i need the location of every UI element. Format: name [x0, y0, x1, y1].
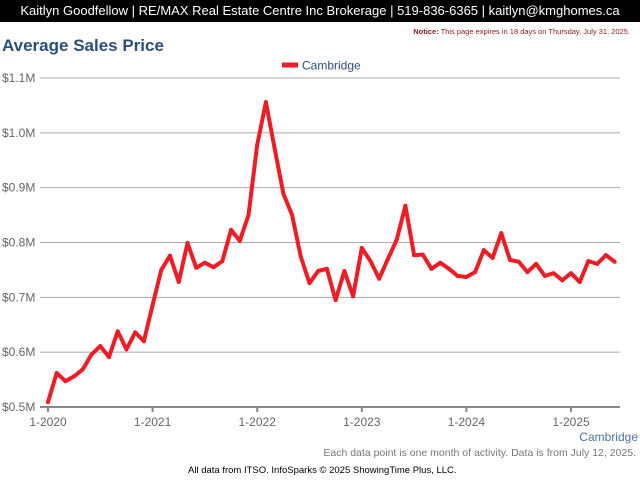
agent-contact-bar: Kaitlyn Goodfellow | RE/MAX Real Estate …: [0, 0, 640, 22]
data-point[interactable]: [464, 275, 469, 280]
y-tick-label: $0.6M: [2, 345, 35, 359]
data-point[interactable]: [368, 259, 373, 264]
data-point[interactable]: [246, 213, 251, 218]
data-point[interactable]: [385, 256, 390, 261]
data-point[interactable]: [316, 269, 321, 274]
x-tick-label: 1-2024: [448, 415, 486, 429]
data-point[interactable]: [481, 248, 486, 253]
data-point[interactable]: [551, 271, 556, 276]
y-tick-label: $0.7M: [2, 290, 35, 304]
data-point[interactable]: [394, 237, 399, 242]
data-point[interactable]: [499, 231, 504, 236]
data-point[interactable]: [115, 329, 120, 334]
data-point[interactable]: [263, 100, 268, 105]
x-tick-label: 1-2023: [343, 415, 381, 429]
grid: [40, 77, 620, 408]
legend[interactable]: Cambridge: [282, 59, 361, 73]
data-point[interactable]: [185, 241, 190, 246]
data-point[interactable]: [298, 254, 303, 259]
data-point[interactable]: [420, 252, 425, 257]
data-point[interactable]: [272, 146, 277, 151]
data-point[interactable]: [560, 278, 565, 283]
data-point[interactable]: [542, 273, 547, 278]
data-point[interactable]: [72, 374, 77, 379]
data-point[interactable]: [220, 259, 225, 264]
data-point[interactable]: [202, 260, 207, 265]
data-point[interactable]: [54, 371, 59, 376]
data-point[interactable]: [168, 253, 173, 258]
data-point[interactable]: [412, 253, 417, 258]
data-point[interactable]: [473, 270, 478, 275]
page-title: Average Sales Price: [2, 36, 164, 55]
y-tick-label: $0.8M: [2, 236, 35, 250]
data-point[interactable]: [307, 281, 312, 286]
data-point[interactable]: [333, 298, 338, 303]
y-axis: $0.5M $0.6M $0.7M $0.8M $0.9M $1.0M $1.1M: [2, 71, 35, 414]
data-point[interactable]: [403, 203, 408, 208]
legend-label: Cambridge: [302, 59, 361, 73]
data-point[interactable]: [124, 347, 129, 352]
data-point[interactable]: [194, 265, 199, 270]
data-point[interactable]: [324, 266, 329, 271]
region-label: Cambridge: [579, 430, 638, 444]
data-point[interactable]: [359, 245, 364, 250]
data-point[interactable]: [211, 265, 216, 270]
notice-text: This page expires in 18 days on Thursday…: [440, 27, 630, 36]
data-note: Each data point is one month of activity…: [323, 447, 636, 459]
data-point[interactable]: [429, 266, 434, 271]
x-tick-label: 1-2020: [29, 415, 67, 429]
data-point[interactable]: [141, 339, 146, 344]
data-point[interactable]: [490, 255, 495, 260]
data-point[interactable]: [525, 270, 530, 275]
data-point[interactable]: [595, 261, 600, 266]
data-point[interactable]: [89, 352, 94, 357]
data-point[interactable]: [159, 267, 164, 272]
data-point[interactable]: [255, 142, 260, 147]
y-tick-label: $0.5M: [2, 400, 35, 414]
data-point[interactable]: [586, 259, 591, 264]
data-point[interactable]: [229, 227, 234, 232]
notice-label: Notice:: [413, 27, 439, 36]
data-point[interactable]: [603, 253, 608, 258]
x-axis: 1-2020 1-2021 1-2022 1-2023 1-2024 1-2025: [29, 407, 590, 429]
x-tick-label: 1-2022: [239, 415, 277, 429]
data-point[interactable]: [133, 330, 138, 335]
data-point[interactable]: [98, 344, 103, 349]
x-tick-label: 1-2025: [552, 415, 590, 429]
series-cambridge: [46, 100, 617, 405]
y-tick-label: $0.9M: [2, 181, 35, 195]
data-point[interactable]: [107, 355, 112, 360]
data-point[interactable]: [80, 367, 85, 372]
y-tick-label: $1.0M: [2, 126, 35, 140]
data-point[interactable]: [516, 259, 521, 264]
data-point[interactable]: [438, 260, 443, 265]
data-point[interactable]: [612, 259, 617, 264]
data-point[interactable]: [455, 273, 460, 278]
data-point[interactable]: [577, 279, 582, 284]
expiry-notice: Notice: This page expires in 18 days on …: [413, 27, 630, 36]
data-point[interactable]: [534, 261, 539, 266]
data-point[interactable]: [281, 191, 286, 196]
data-point[interactable]: [46, 400, 50, 405]
data-point[interactable]: [351, 294, 356, 299]
data-point[interactable]: [176, 279, 181, 284]
data-point[interactable]: [63, 379, 68, 384]
series-line: [46, 100, 617, 405]
data-point[interactable]: [446, 266, 451, 271]
data-point[interactable]: [342, 269, 347, 274]
data-point[interactable]: [150, 303, 155, 308]
data-point[interactable]: [377, 276, 382, 281]
x-tick-label: 1-2021: [134, 415, 172, 429]
y-tick-label: $1.1M: [2, 71, 35, 85]
data-point[interactable]: [237, 238, 242, 243]
data-point[interactable]: [569, 271, 573, 276]
data-point[interactable]: [507, 258, 512, 263]
footer-credit: All data from ITSO. InfoSparks © 2025 Sh…: [188, 465, 457, 476]
data-point[interactable]: [290, 213, 295, 218]
